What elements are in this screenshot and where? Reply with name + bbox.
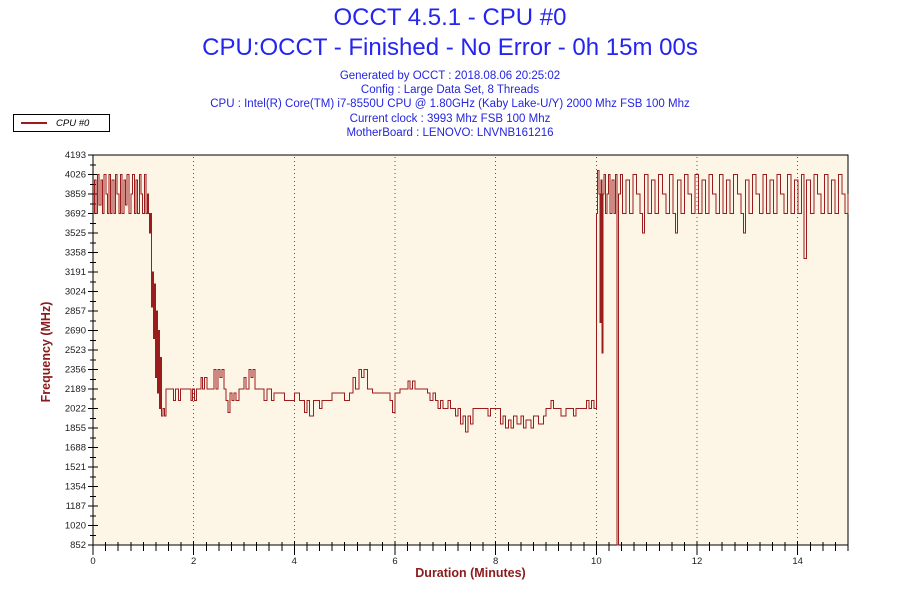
test-status-subtitle: CPU:OCCT - Finished - No Error - 0h 15m … [202, 34, 698, 61]
meta-generated-line: Generated by OCCT : 2018.08.06 20:25:02 [339, 70, 561, 82]
svg-text:4026: 4026 [65, 170, 86, 181]
svg-text:1688: 1688 [65, 443, 86, 454]
svg-text:2: 2 [191, 556, 196, 567]
legend-line-swatch [21, 122, 47, 124]
svg-text:6: 6 [392, 556, 397, 567]
svg-text:2189: 2189 [65, 384, 86, 395]
x-axis-title: Duration (Minutes) [415, 566, 526, 580]
meta-config-line: Config : Large Data Set, 8 Threads [360, 84, 540, 97]
svg-text:4: 4 [292, 556, 297, 567]
svg-text:3859: 3859 [65, 189, 86, 200]
svg-text:2356: 2356 [65, 365, 86, 376]
y-axis-title: Frequency (MHz) [39, 301, 53, 403]
svg-text:3358: 3358 [65, 248, 86, 259]
svg-text:3191: 3191 [65, 267, 86, 278]
meta-current-clock-line: Current clock : 3993 Mhz FSB 100 Mhz [349, 112, 551, 125]
svg-text:10: 10 [591, 556, 602, 567]
svg-text:1855: 1855 [65, 423, 86, 434]
svg-text:8: 8 [493, 556, 498, 567]
svg-text:1187: 1187 [66, 501, 86, 512]
svg-text:3525: 3525 [65, 228, 86, 239]
svg-text:3024: 3024 [65, 287, 86, 298]
legend: CPU #0 [13, 114, 110, 132]
svg-text:14: 14 [792, 556, 803, 567]
svg-text:2523: 2523 [65, 345, 86, 356]
svg-text:852: 852 [70, 540, 86, 551]
cpu-frequency-line-chart: 4193402638593692352533583191302428572690… [65, 150, 849, 567]
page-title: OCCT 4.5.1 - CPU #0 [333, 4, 567, 31]
meta-motherboard-line: MotherBoard : LENOVO: LNVNB161216 [346, 126, 554, 139]
svg-text:0: 0 [90, 556, 95, 567]
svg-text:3692: 3692 [65, 209, 86, 220]
svg-text:4193: 4193 [65, 150, 86, 161]
svg-text:12: 12 [692, 556, 703, 567]
report-metadata: Generated by OCCT : 2018.08.06 20:25:02 … [0, 69, 900, 140]
svg-text:1020: 1020 [65, 521, 86, 532]
svg-text:1521: 1521 [65, 462, 86, 473]
svg-text:2857: 2857 [65, 306, 86, 317]
legend-series-label: CPU #0 [56, 117, 90, 129]
svg-text:1354: 1354 [65, 482, 86, 493]
svg-text:2690: 2690 [65, 326, 86, 337]
svg-text:2022: 2022 [65, 404, 86, 415]
meta-cpu-line: CPU : Intel(R) Core(TM) i7-8550U CPU @ 1… [210, 98, 690, 111]
